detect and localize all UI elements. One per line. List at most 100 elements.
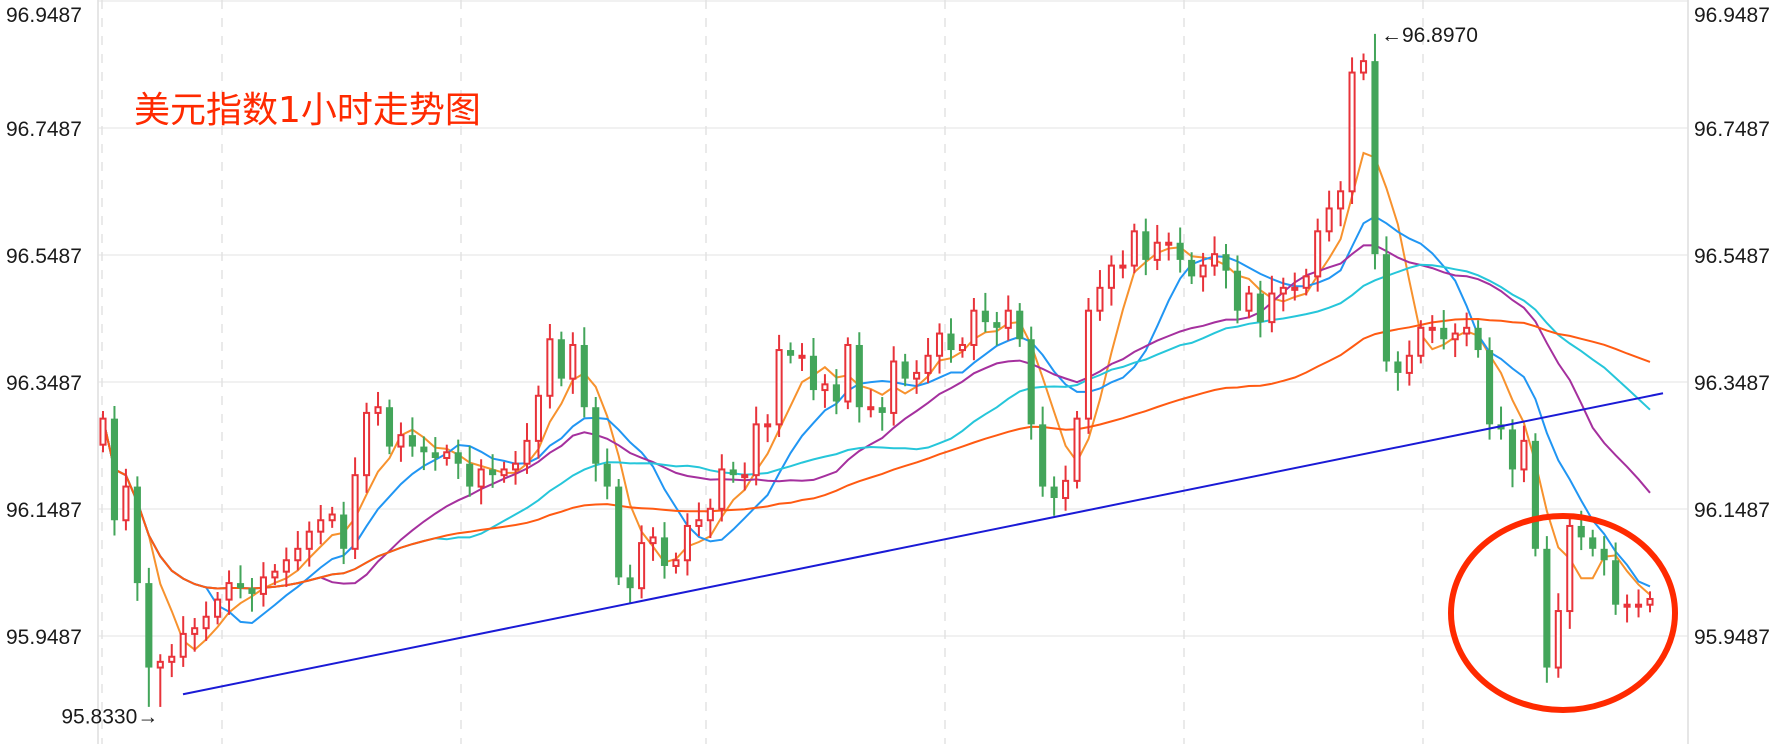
up-candle <box>638 525 646 599</box>
down-candle <box>660 522 669 579</box>
candle-body <box>1119 264 1127 269</box>
candle-body <box>1291 286 1299 291</box>
candle-body <box>855 344 863 408</box>
down-candle <box>993 311 1001 346</box>
up-candle <box>1268 275 1276 333</box>
up-candle <box>1004 295 1012 341</box>
up-candle <box>546 324 554 409</box>
candle-body <box>317 519 325 533</box>
candle-body <box>660 537 669 566</box>
up-candle <box>867 389 875 418</box>
candle-body <box>1646 597 1654 606</box>
candle-body <box>420 446 428 453</box>
down-candle <box>809 337 818 401</box>
up-candle <box>1554 593 1562 678</box>
candle-body <box>1520 439 1528 471</box>
up-candle <box>374 391 382 426</box>
up-candle <box>1302 268 1310 296</box>
up-candle <box>443 444 451 466</box>
down-candle <box>454 439 462 479</box>
up-candle <box>935 323 944 374</box>
candle-body <box>351 474 359 550</box>
up-candle <box>1314 218 1322 292</box>
candle-body <box>1486 350 1494 425</box>
candle-body <box>145 583 153 668</box>
candle-body <box>1039 424 1047 487</box>
up-candle <box>1566 515 1574 629</box>
up-candle <box>271 564 279 586</box>
up-candle <box>477 459 485 505</box>
candle-body <box>1337 190 1345 210</box>
candle-body <box>1302 275 1310 289</box>
candle-body <box>1050 486 1058 499</box>
y-tick-label-left: 95.9487 <box>6 626 82 649</box>
candle-body <box>638 542 646 590</box>
candle-body <box>993 322 1001 328</box>
candle-body <box>1508 429 1517 470</box>
down-candle <box>981 292 989 333</box>
up-candle <box>523 423 531 474</box>
candle-body <box>981 310 989 323</box>
candle-body <box>168 655 176 663</box>
candle-body <box>374 406 382 414</box>
candle-body <box>809 355 818 391</box>
candle-body <box>1153 241 1161 261</box>
candle-body <box>99 417 107 446</box>
candle-body <box>466 463 474 487</box>
candle-body <box>1359 60 1368 74</box>
candle-body <box>489 469 497 476</box>
candle-body <box>935 332 944 357</box>
up-candle <box>1451 323 1459 358</box>
candle-body <box>1440 327 1448 340</box>
candle-body <box>878 407 886 413</box>
down-candle <box>1142 218 1150 276</box>
candle-body <box>1428 326 1436 331</box>
candle-body <box>340 514 348 549</box>
candle-body <box>431 452 439 459</box>
up-candle <box>764 414 772 443</box>
candle-body <box>179 632 187 658</box>
down-candle <box>466 445 474 497</box>
down-candle <box>1589 529 1597 557</box>
down-candle <box>385 399 394 455</box>
y-tick-label-right: 96.7487 <box>1694 118 1770 141</box>
y-tick-label-left: 96.7487 <box>6 118 82 141</box>
candles <box>99 33 1654 707</box>
candle-body <box>1165 241 1173 246</box>
highlight-circle <box>1448 513 1678 713</box>
candle-body <box>1107 264 1115 289</box>
candle-body <box>775 349 783 426</box>
candle-body <box>1463 326 1471 335</box>
candle-body <box>477 468 485 488</box>
down-candle <box>145 567 153 707</box>
down-candle <box>626 564 634 604</box>
up-candle <box>1130 223 1138 274</box>
up-candle <box>821 374 829 408</box>
candle-body <box>890 360 898 414</box>
up-candle <box>363 402 371 493</box>
down-candle <box>729 461 737 483</box>
candle-body <box>1176 242 1184 260</box>
up-candle <box>500 461 508 483</box>
up-candle <box>890 346 898 426</box>
candle-body <box>191 627 199 635</box>
candle-body <box>454 452 462 464</box>
ma5-line <box>102 151 1651 652</box>
down-candle <box>1016 303 1024 347</box>
candle-body <box>729 469 737 476</box>
candle-body <box>1130 230 1138 267</box>
down-candle <box>408 417 416 457</box>
candle-body <box>259 576 267 595</box>
up-candle <box>1463 312 1471 347</box>
candle-body <box>214 598 222 618</box>
candle-body <box>1371 61 1379 255</box>
up-candle <box>214 591 222 625</box>
up-candle <box>1348 57 1356 205</box>
candle-body <box>248 588 256 594</box>
down-candle <box>420 436 428 471</box>
down-candle <box>878 397 886 431</box>
candle-body <box>603 463 611 487</box>
candle-body <box>901 361 909 379</box>
up-candle <box>294 531 302 571</box>
